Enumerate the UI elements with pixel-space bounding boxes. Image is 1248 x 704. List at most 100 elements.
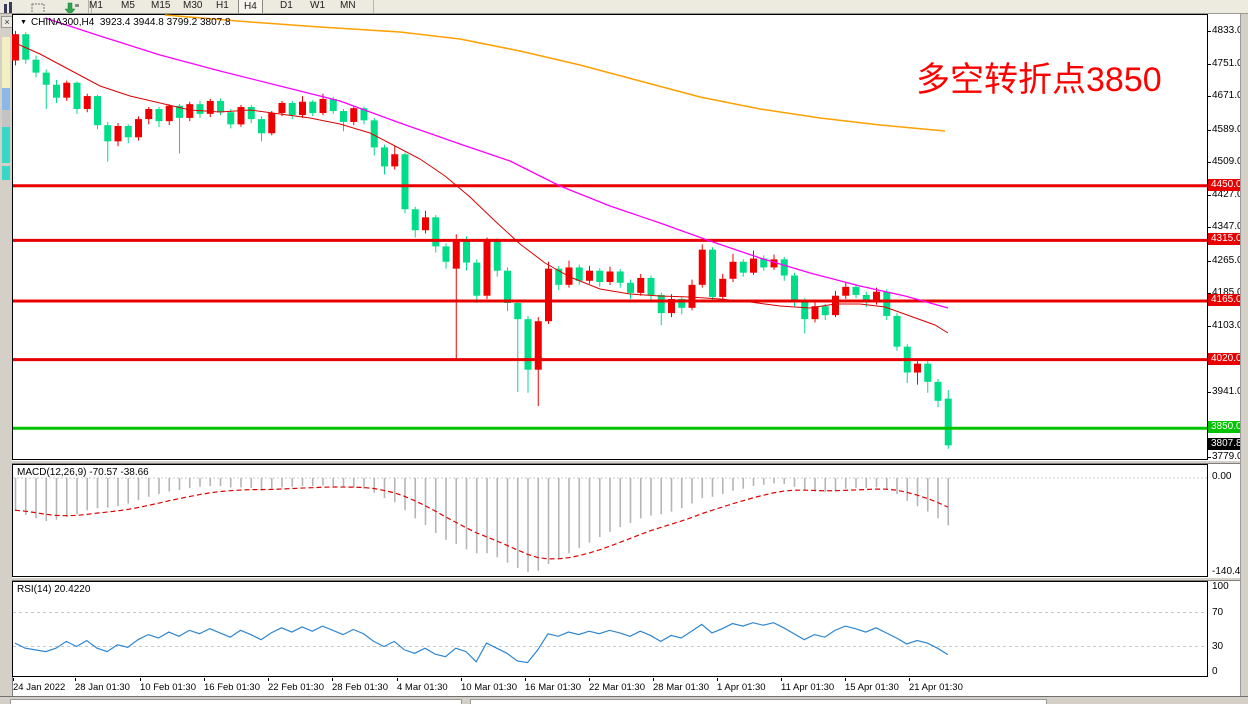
timeframe-button-H4[interactable]: H4 — [238, 0, 263, 13]
candle-body — [165, 105, 173, 122]
candle-body — [94, 96, 101, 126]
candle-body — [698, 249, 706, 285]
candle-body — [944, 398, 952, 446]
candle-body — [842, 286, 850, 296]
candle-body — [873, 291, 880, 303]
date-tick — [909, 678, 910, 681]
price-tickmark — [1207, 227, 1211, 228]
toolbar: M1 M5 M15 M30 H1 H4 D1 W1 MN — [0, 0, 1248, 14]
main-chart-canvas[interactable] — [12, 14, 1208, 460]
timeframe-button-MN[interactable]: MN — [340, 0, 356, 11]
candle-body — [237, 106, 245, 125]
crosshair-icon[interactable] — [30, 2, 46, 14]
date-tick — [525, 678, 526, 681]
price-tick-label: 4265.0 — [1212, 254, 1243, 266]
candle-body — [934, 381, 942, 401]
timeframe-button-W1[interactable]: W1 — [310, 0, 325, 11]
price-tickmark — [1207, 457, 1211, 458]
timeframe-button-M30[interactable]: M30 — [183, 0, 203, 11]
date-tick — [268, 678, 269, 681]
candle-body — [278, 102, 286, 114]
timeframe-button-M1[interactable]: M1 — [89, 0, 103, 11]
bottom-docked-window-edge-2 — [470, 699, 1047, 704]
date-label: 10 Feb 01:30 — [140, 682, 196, 693]
candle-body — [832, 295, 839, 316]
price-tick-label: 4589.0 — [1212, 123, 1243, 135]
candle-body — [678, 298, 686, 308]
rsi-axis-label: 70 — [1212, 606, 1224, 618]
price-tick-label: 4427.0 — [1212, 189, 1243, 201]
candle-body — [309, 101, 317, 114]
candle-body — [391, 154, 399, 167]
chart-icon[interactable] — [2, 2, 18, 14]
candle-body — [360, 108, 368, 121]
candle-body — [606, 271, 614, 282]
candle-body — [432, 217, 440, 247]
candle-body — [729, 261, 737, 279]
candle-body — [821, 306, 829, 316]
date-tick — [845, 678, 846, 681]
date-tick — [140, 678, 141, 681]
price-line-badge: 4165.0 — [1208, 293, 1245, 306]
price-tickmark — [1207, 195, 1211, 196]
candle-body — [760, 258, 768, 268]
candle-body — [381, 147, 388, 167]
date-label: 16 Feb 01:30 — [204, 682, 260, 693]
timeframe-button-D1[interactable]: D1 — [280, 0, 293, 11]
indicator-arrow-icon[interactable] — [64, 2, 80, 14]
last-price-badge: 3807.8 — [1208, 438, 1245, 451]
panel-splitter[interactable] — [12, 577, 1240, 581]
date-tick — [589, 678, 590, 681]
price-tick-label: 4509.0 — [1212, 155, 1243, 167]
timeframe-button-M15[interactable]: M15 — [151, 0, 171, 11]
candle-body — [862, 294, 870, 303]
candle-body — [504, 270, 511, 304]
candle-body — [688, 284, 696, 308]
chevron-down-icon[interactable]: ▼ — [20, 19, 27, 26]
candle-body — [145, 109, 153, 120]
toolbar-grip — [91, 0, 92, 13]
rsi-panel-canvas[interactable] — [12, 581, 1208, 677]
candle-body — [791, 275, 798, 301]
price-tick-label: 4185.0 — [1212, 286, 1243, 298]
date-label: 22 Feb 01:30 — [268, 682, 324, 693]
candle-body — [483, 240, 491, 296]
candle-body — [422, 217, 429, 231]
macd-axis-bottom: -140.44 — [1212, 566, 1246, 577]
candle-body — [637, 277, 645, 293]
candle-body — [53, 84, 60, 98]
candle-body — [176, 105, 183, 118]
candle-body — [268, 113, 276, 134]
timeframe-button-H1[interactable]: H1 — [216, 0, 229, 11]
right-scrollbar[interactable] — [1240, 14, 1248, 704]
toolbar-separator-2 — [373, 0, 374, 13]
candle-body — [811, 306, 819, 320]
timeframe-button-M5[interactable]: M5 — [121, 0, 135, 11]
candle-body — [32, 59, 40, 73]
candle-body — [719, 278, 727, 297]
macd-panel-canvas[interactable] — [12, 464, 1208, 577]
candle-body — [452, 239, 460, 269]
candle-body — [514, 303, 522, 320]
candle-body — [42, 72, 50, 85]
price-tickmark — [1207, 31, 1211, 32]
candle-body — [770, 259, 778, 268]
panel-edge-block — [2, 110, 10, 127]
candle-body — [575, 267, 583, 281]
bottom-window-edge — [0, 696, 1248, 704]
candle-body — [370, 120, 378, 148]
candle-body — [247, 106, 255, 120]
candle-body — [186, 104, 194, 118]
price-tick-label: 3941.0 — [1212, 385, 1243, 397]
ohlc-values: 3923.4 3944.8 3799.2 3807.8 — [99, 17, 231, 28]
date-tick — [13, 678, 14, 681]
candle-body — [114, 125, 122, 142]
price-tick-label: 4833.0 — [1212, 25, 1243, 36]
candle-body — [801, 300, 809, 320]
date-tick — [332, 678, 333, 681]
panel-splitter[interactable] — [12, 460, 1240, 464]
candle-body — [463, 239, 470, 263]
bottom-docked-window-edge — [10, 699, 462, 704]
toolbar-separator — [88, 0, 89, 13]
candle-body — [155, 109, 163, 122]
